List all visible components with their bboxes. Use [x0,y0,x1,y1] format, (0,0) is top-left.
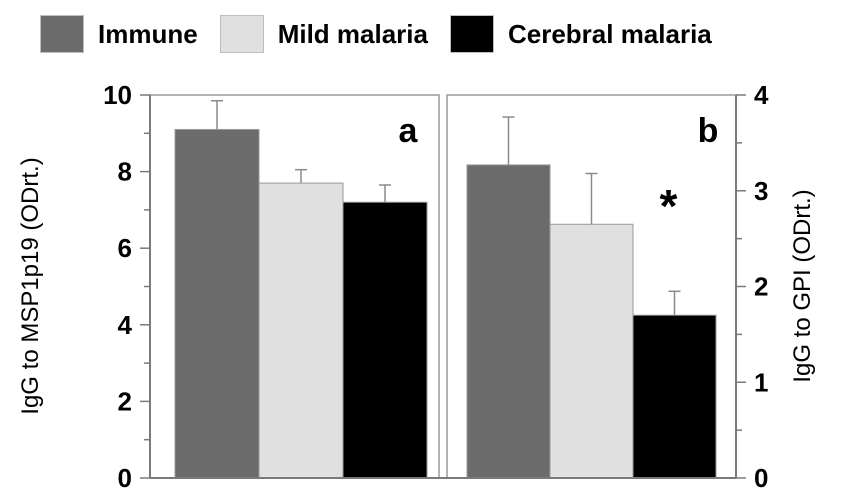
panel-a-tick-label-8: 8 [118,157,132,187]
panel-a-label: a [399,112,419,150]
legend-item-cerebral: Cerebral malaria [449,15,712,53]
panel-a-bar-1 [174,128,260,479]
panel-a-tick-label-0: 0 [118,463,132,493]
legend: Immune Mild malaria Cerebral malaria [40,14,734,54]
panel-b-tick-label-1: 1 [754,367,768,397]
panel-a-tick-label-6: 6 [118,233,132,263]
panel-b-bar-1 [466,164,551,479]
panel-b-tick-label-3: 3 [754,176,768,206]
legend-label-immune: Immune [98,18,198,49]
panel-a-bar-3 [342,201,428,479]
legend-swatch-cerebral [449,15,494,53]
legend-item-mild: Mild malaria [219,15,428,53]
panel-a-tick-label-4: 4 [118,310,133,340]
legend-label-mild: Mild malaria [277,18,428,49]
panel-b-bar-3 [632,314,717,479]
panel-b-tick-label-2: 2 [754,272,768,302]
panel-b-label: b [698,112,719,150]
panel-b-tick-label-0: 0 [754,463,768,493]
panel-a-tick-label-2: 2 [118,386,132,416]
panel-a-y-axis-title: IgG to MSP1p19 (ODrt.) [17,157,44,414]
legend-swatch-mild [219,15,264,53]
panel-b-y-axis-title: IgG to GPI (ODrt.) [789,189,816,382]
panel-a-tick-label-10: 10 [103,80,132,110]
panel-b-tick-label-4: 4 [754,80,769,110]
panel-b-significance-marker: * [660,180,678,232]
legend-swatch-immune [40,15,84,53]
legend-item-immune: Immune [40,15,198,53]
legend-label-cerebral: Cerebral malaria [507,18,712,49]
panel-b-bar-2 [549,223,634,479]
panel-a-bar-2 [258,182,344,479]
